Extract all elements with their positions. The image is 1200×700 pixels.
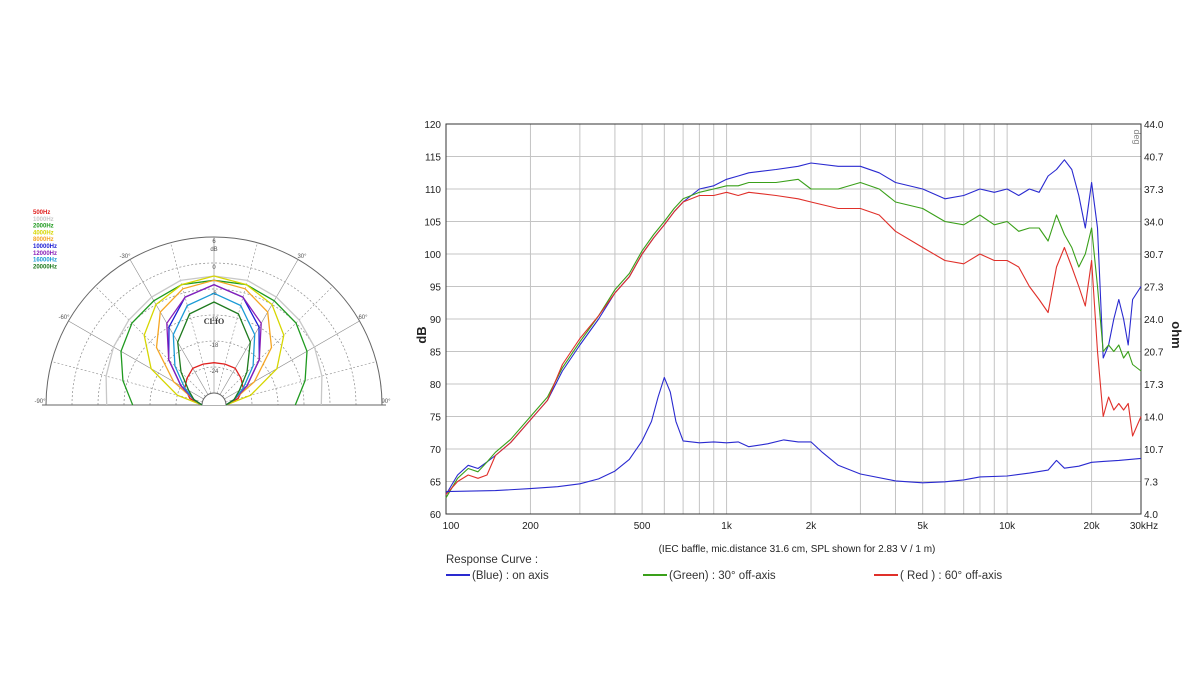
polar-legend-entry: 16000Hz [33,258,57,264]
polar-series-16000Hz [172,292,256,406]
legend-entry: ( Red ) : 60° off-axis [900,570,1002,582]
polar-r-tick: -12 [210,317,219,323]
x-tick-label: 20k [1084,521,1101,532]
y2-tick-label: 34.0 [1144,218,1164,229]
polar-legend-entry: 4000Hz [33,230,54,236]
x-tick-label: 1k [721,521,733,532]
clio-logo: CLIO [204,317,224,326]
y-tick-label: 115 [425,153,441,164]
x-tick-label: 100 [443,521,460,532]
polar-angle-label: -30° [119,254,131,260]
polar-legend-entry: 500Hz [33,210,50,216]
x-tick-label: 30kHz [1130,521,1158,532]
polar-grid-spoke [170,242,212,394]
polar-series-8000Hz [155,279,273,406]
polar-r-tick: -18 [210,343,219,349]
y-tick-label: 75 [430,413,442,424]
y-axis-title: dB [414,326,429,343]
polar-angle-label: 30° [297,254,307,260]
polar-legend-entry: 1000Hz [33,217,54,223]
y2-tick-label: 30.7 [1144,250,1164,261]
y-tick-label: 120 [424,120,441,131]
legend-entry: (Blue) : on axis [472,570,549,582]
series-line-0 [445,159,1142,495]
polar-grid-ring [97,288,331,406]
y2-axis-title: ohm [1169,321,1184,348]
x-tick-label: 5k [917,521,929,532]
polar-angle-label: 90° [381,399,391,405]
x-tick-label: 10k [999,521,1016,532]
y-tick-label: 95 [430,283,442,294]
y2-tick-label: 27.3 [1144,283,1164,294]
y-tick-label: 110 [425,185,441,196]
x-tick-label: 2k [806,521,818,532]
y-tick-label: 60 [430,510,442,521]
polar-legend-entry: 20000Hz [33,264,57,270]
polar-legend-entry: 10000Hz [33,244,57,250]
polar-r-tick: 6 [212,239,216,245]
polar-grid-spoke [216,242,258,394]
polar-series-12000Hz [166,283,262,406]
y2-tick-label: 14.0 [1144,413,1164,424]
y-tick-label: 70 [430,445,442,456]
polar-series-4000Hz [143,275,285,406]
plot-frame [445,123,1142,515]
y-tick-label: 105 [424,218,441,229]
x-tick-label: 200 [522,521,539,532]
y2-tick-label: 7.3 [1144,478,1158,489]
y2-tick-label: 20.7 [1144,348,1164,359]
polar-r-unit: dB [210,247,217,253]
polar-angle-label: -90° [34,399,46,405]
polar-legend-entry: 2000Hz [33,224,54,230]
y2-tick-label: 10.7 [1144,445,1164,456]
corner-note: deg [1132,129,1142,144]
series-line-3 [445,376,1142,493]
legend-title: Response Curve : [446,554,538,566]
y2-tick-label: 24.0 [1144,315,1164,326]
polar-legend-entry: 12000Hz [33,251,57,257]
y-tick-label: 80 [430,380,442,391]
polar-r-tick: 0 [212,265,216,271]
y-tick-label: 90 [430,315,442,326]
y2-tick-label: 40.7 [1144,153,1164,164]
polar-grid-ring [175,366,253,406]
y2-tick-label: 17.3 [1144,380,1164,391]
y-tick-label: 85 [430,348,442,359]
polar-series-20000Hz [177,301,251,406]
polar-legend-entry: 8000Hz [33,237,54,243]
polar-angle-label: -60° [58,315,70,321]
y-tick-label: 100 [424,250,441,261]
measurement-note: (IEC baffle, mic.distance 31.6 cm, SPL s… [659,544,936,555]
series-line-2 [445,191,1142,495]
polar-angle-label: 60° [358,315,368,321]
y-tick-label: 65 [430,478,442,489]
y2-tick-label: 44.0 [1144,120,1164,131]
legend-entry: (Green) : 30° off-axis [669,570,776,582]
y2-tick-label: 4.0 [1144,510,1158,521]
polar-r-tick: -24 [210,369,219,375]
polar-hub [201,392,227,406]
y2-tick-label: 37.3 [1144,185,1164,196]
x-tick-label: 500 [634,521,651,532]
series-line-1 [445,178,1142,499]
